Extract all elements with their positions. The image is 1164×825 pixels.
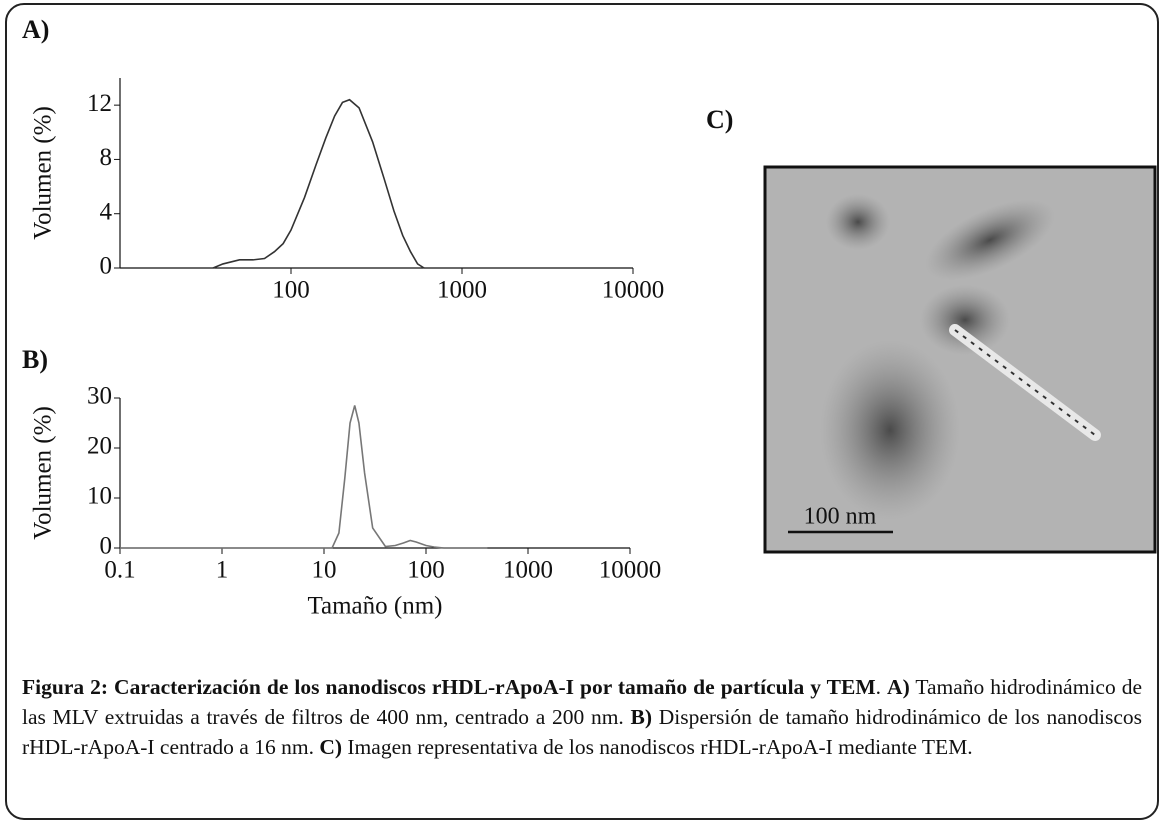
particle <box>925 199 1055 281</box>
particle <box>920 285 1010 355</box>
caption-segment: Dispersión de tamaño hidrodinámico de lo… <box>22 705 1148 759</box>
scale-bar-label: 100 nm <box>804 504 877 530</box>
y-axis-title: Volumen (%) <box>30 406 57 540</box>
tem-image: 100 nm <box>763 165 1157 554</box>
panel-label: A) <box>22 15 49 44</box>
y-tick-label: 8 <box>100 144 113 171</box>
y-tick-label: 10 <box>87 483 112 510</box>
caption-segment: A) <box>887 675 910 699</box>
caption-segment: C) <box>319 735 343 759</box>
x-tick-label: 10000 <box>599 557 662 584</box>
panel-label: C) <box>706 105 733 134</box>
x-tick-label: 1 <box>216 557 229 584</box>
y-tick-label: 0 <box>100 533 113 560</box>
x-axis-title: Tamaño (nm) <box>307 593 442 620</box>
x-tick-label: 0.1 <box>104 557 135 584</box>
frame <box>5 3 1159 820</box>
particle <box>820 340 960 520</box>
x-tick-label: 10 <box>312 557 337 584</box>
y-axis-title: Volumen (%) <box>30 106 57 240</box>
y-tick-label: 30 <box>87 383 112 410</box>
y-tick-label: 4 <box>100 198 113 225</box>
fiber <box>949 324 1101 441</box>
caption-segment: Figura 2: Caracterización de los nanodis… <box>22 675 876 699</box>
particle <box>826 194 890 250</box>
y-tick-label: 0 <box>100 253 113 280</box>
caption-segment: . <box>875 675 888 699</box>
y-tick-label: 20 <box>87 433 112 460</box>
caption-segment: Imagen representativa de los nanodiscos … <box>342 735 973 759</box>
x-tick-label: 1000 <box>437 277 487 304</box>
panel-label: B) <box>22 345 48 374</box>
x-tick-label: 100 <box>407 557 445 584</box>
data-line <box>120 405 488 549</box>
x-tick-label: 1000 <box>503 557 553 584</box>
data-line <box>212 98 425 269</box>
caption: Figura 2: Caracterización de los nanodis… <box>22 672 1142 762</box>
caption-segment: B) <box>630 705 653 729</box>
x-tick-label: 100 <box>272 277 310 304</box>
caption-segment: Tamaño hidrodinámico de las MLV extruida… <box>22 675 1148 729</box>
y-tick-label: 12 <box>87 90 112 117</box>
x-tick-label: 10000 <box>602 277 665 304</box>
